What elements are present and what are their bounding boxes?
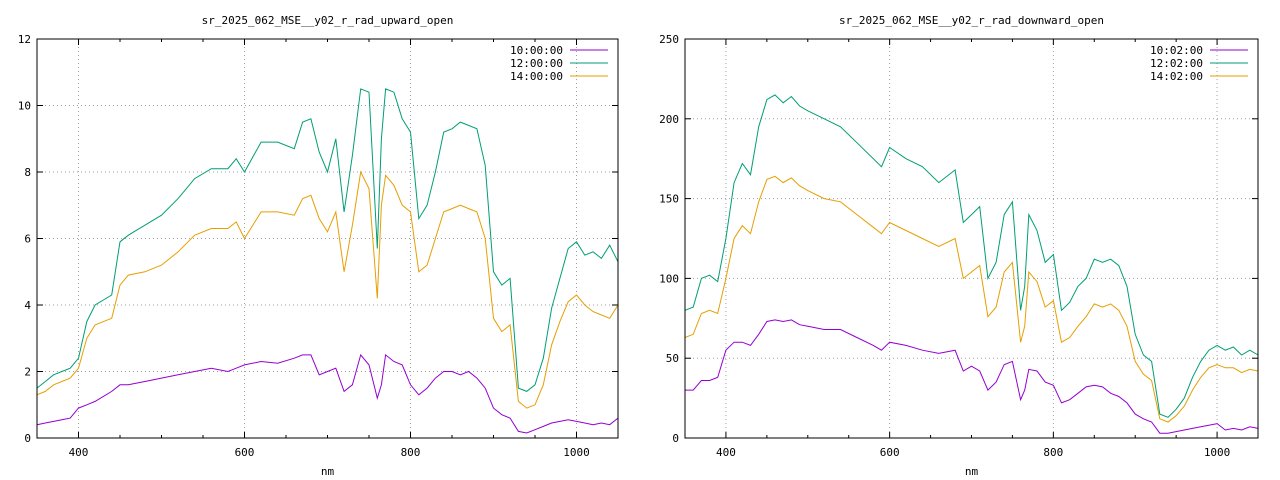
y-tick-label: 100 bbox=[659, 272, 679, 285]
legend-label: 12:02:00 bbox=[1150, 57, 1203, 70]
x-axis-label: nm bbox=[321, 465, 335, 478]
legend-label: 14:02:00 bbox=[1150, 70, 1203, 83]
upward-radiance-chart: sr_2025_062_MSE__y02_r_rad_upward_open 0 2… bbox=[18, 14, 619, 478]
y-tick-label: 0 bbox=[24, 432, 31, 445]
x-axis-label: nm bbox=[965, 465, 979, 478]
y-tick-label: 200 bbox=[659, 113, 679, 126]
x-tick-label: 1000 bbox=[563, 446, 590, 459]
y-tick-label: 150 bbox=[659, 193, 679, 206]
y-tick-label: 8 bbox=[24, 166, 31, 179]
y-tick-label: 6 bbox=[24, 233, 31, 246]
y-tick-label: 4 bbox=[24, 299, 31, 312]
y-tick-label: 12 bbox=[18, 33, 31, 46]
legend-label: 10:00:00 bbox=[510, 44, 563, 57]
series-line-14-00-00 bbox=[36, 170, 619, 409]
x-tick-label: 400 bbox=[716, 446, 736, 459]
x-tick-label: 800 bbox=[1043, 446, 1063, 459]
x-tick-label: 600 bbox=[235, 446, 255, 459]
x-tick-label: 600 bbox=[880, 446, 900, 459]
y-tick-label: 50 bbox=[666, 352, 679, 365]
series-line-14-02-00 bbox=[684, 175, 1259, 423]
series-line-10-00-00 bbox=[36, 353, 619, 434]
legend-label: 12:00:00 bbox=[510, 57, 563, 70]
series-line-10-02-00 bbox=[685, 319, 1259, 434]
x-tick-label: 800 bbox=[401, 446, 421, 459]
legend-label: 10:02:00 bbox=[1150, 44, 1203, 57]
y-tick-label: 2 bbox=[24, 366, 31, 379]
chart-title: sr_2025_062_MSE__y02_r_rad_downward_open bbox=[839, 14, 1104, 27]
x-tick-label: 400 bbox=[69, 446, 89, 459]
downward-radiance-chart: sr_2025_062_MSE__y02_r_rad_downward_open… bbox=[659, 14, 1259, 478]
y-tick-label: 250 bbox=[659, 33, 679, 46]
series-line-12-02-00 bbox=[684, 94, 1259, 418]
legend-label: 14:00:00 bbox=[510, 70, 563, 83]
plot-frame bbox=[36, 38, 619, 439]
y-tick-label: 0 bbox=[672, 432, 679, 445]
y-tick-label: 10 bbox=[18, 100, 31, 113]
plot-frame bbox=[684, 38, 1259, 439]
chart-title: sr_2025_062_MSE__y02_r_rad_upward_open bbox=[202, 14, 454, 27]
series-line-12-00-00 bbox=[36, 88, 619, 392]
x-tick-label: 1000 bbox=[1204, 446, 1231, 459]
